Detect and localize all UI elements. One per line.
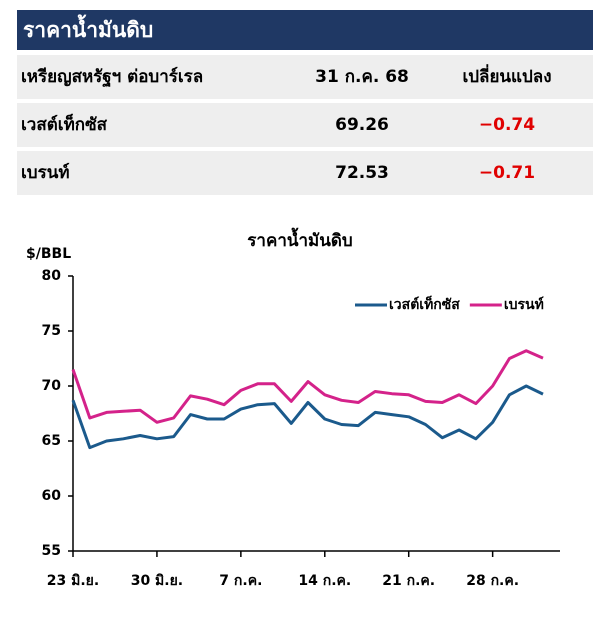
y-axis-label: $/BBL xyxy=(26,246,71,262)
cell: 69.26 xyxy=(335,115,389,135)
chart-title: ราคาน้ำมันดิบ xyxy=(247,227,352,251)
x-tick-label: 14 ก.ค. xyxy=(298,573,351,589)
header-title: ราคาน้ำมันดิบ xyxy=(17,10,593,50)
y-tick-label: 75 xyxy=(42,323,61,339)
y-tick-label: 70 xyxy=(42,378,62,394)
cell: เวสต์เท็กซัส xyxy=(21,115,107,135)
series-line xyxy=(71,349,544,424)
x-tick-label: 28 ก.ค. xyxy=(466,573,519,589)
cell: 72.53 xyxy=(335,163,389,183)
table-header-row: เหรียญสหรัฐฯ ต่อบาร์เรล 31 ก.ค. 68 เปลี่… xyxy=(17,55,593,99)
x-tick-label: 21 ก.ค. xyxy=(382,573,435,589)
legend-label: เบรนท์ xyxy=(504,296,544,313)
series-line xyxy=(71,384,544,450)
cell: −0.71 xyxy=(478,163,536,183)
cell: เบรนท์ xyxy=(21,163,70,183)
cell: −0.74 xyxy=(478,115,536,135)
y-tick-label: 55 xyxy=(42,543,61,559)
legend-label: เวสต์เท็กซัส xyxy=(389,295,460,313)
x-tick-label: 30 มิ.ย. xyxy=(131,573,183,589)
y-tick-label: 60 xyxy=(42,488,62,504)
table-row: เวสต์เท็กซัส 69.26 −0.74 xyxy=(17,103,593,147)
x-tick-label: 23 มิ.ย. xyxy=(47,573,99,589)
y-tick-label: 65 xyxy=(42,433,61,449)
x-tick-label: 7 ก.ค. xyxy=(219,573,262,589)
column-header: เปลี่ยนแปลง xyxy=(462,67,552,87)
column-header: เหรียญสหรัฐฯ ต่อบาร์เรล xyxy=(21,67,204,87)
y-tick-label: 80 xyxy=(42,268,62,284)
table-row: เบรนท์ 72.53 −0.71 xyxy=(17,151,593,195)
column-header: 31 ก.ค. 68 xyxy=(315,67,409,87)
